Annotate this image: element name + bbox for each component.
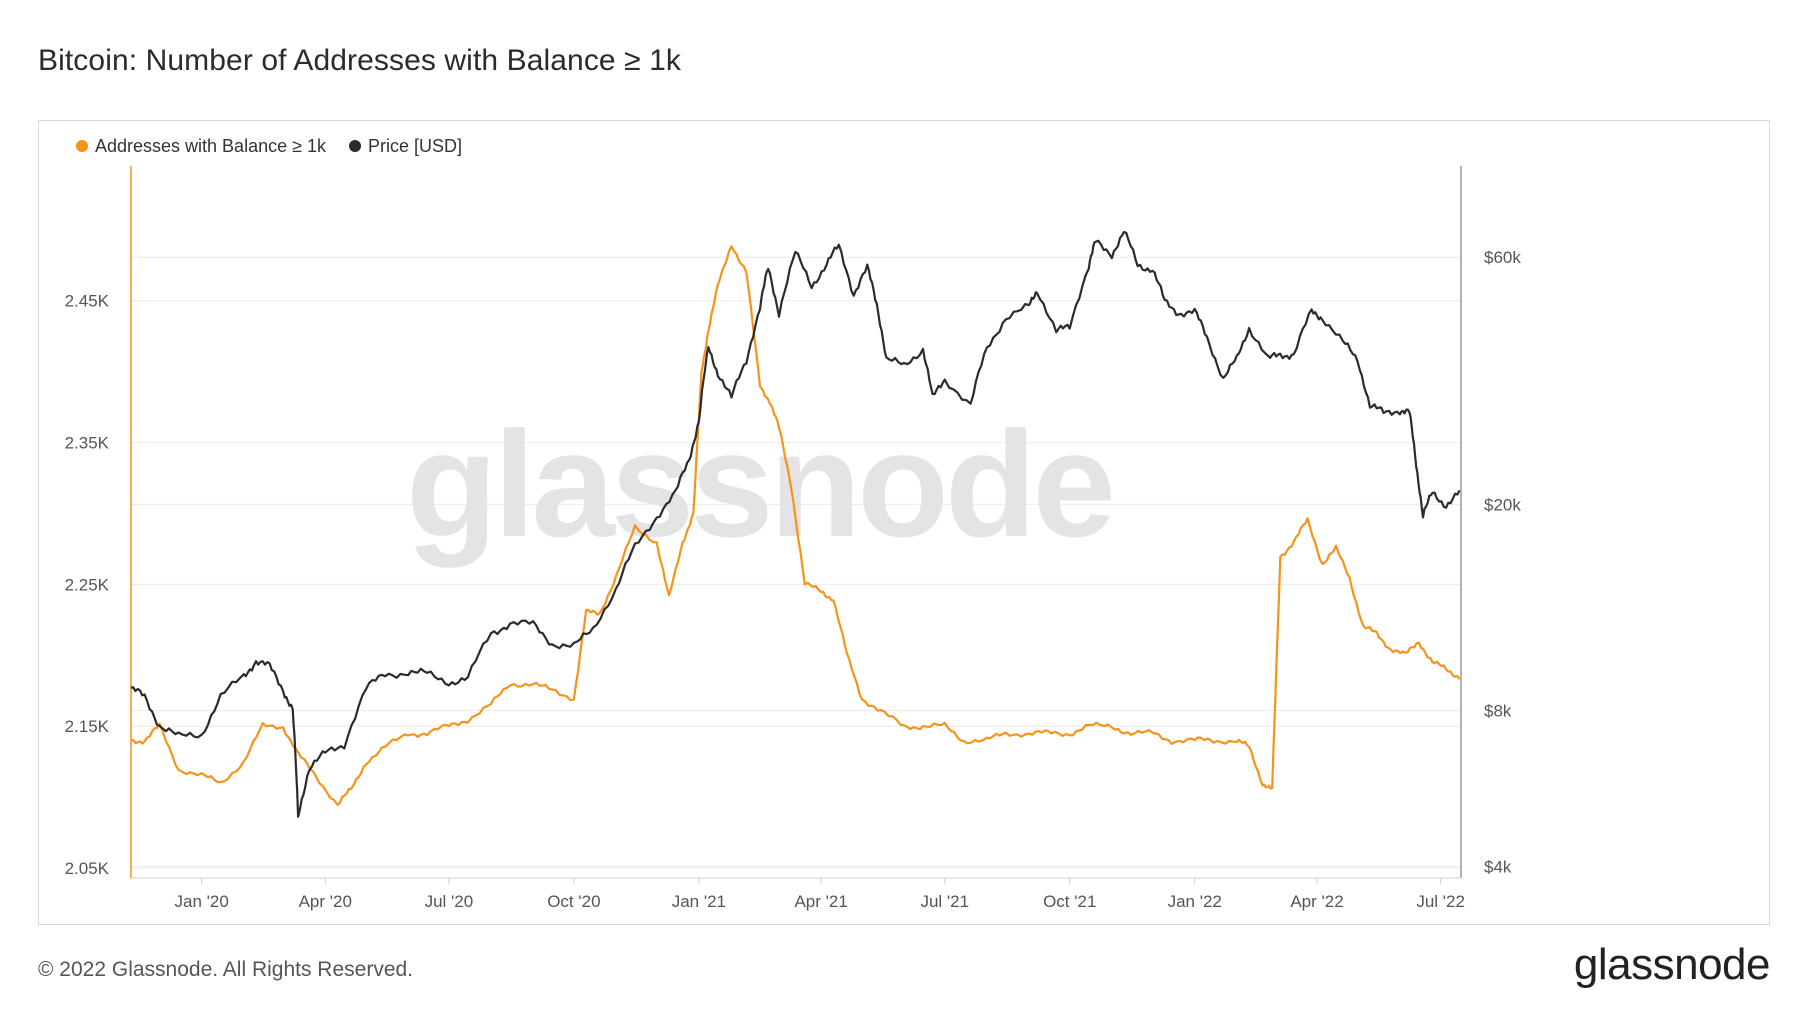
x-tick-label: Jul '20: [425, 892, 474, 911]
right-tick-label: $8k: [1484, 702, 1512, 721]
x-tick-label: Jan '22: [1168, 892, 1222, 911]
right-tick-label: $4k: [1484, 857, 1512, 876]
x-tick-label: Apr '21: [794, 892, 847, 911]
price-series-line: [130, 230, 1461, 818]
left-tick-label: 2.35K: [65, 434, 110, 453]
x-tick-label: Apr '20: [299, 892, 352, 911]
x-tick-label: Oct '20: [547, 892, 600, 911]
x-tick-label: Jan '20: [174, 892, 228, 911]
legend-marker-price: [349, 140, 361, 152]
axes: 2.05K 2.15K 2.25K 2.35K 2.45K $4k $8k $20k $60k J…: [65, 166, 1521, 911]
chart-title: Bitcoin: Number of Addresses with Balanc…: [38, 44, 682, 77]
left-tick-label: 2.05K: [65, 859, 110, 878]
left-tick-label: 2.45K: [65, 292, 110, 311]
legend-marker-addresses: [76, 140, 88, 152]
x-tick-label: Jul '22: [1416, 892, 1465, 911]
left-tick-label: 2.15K: [65, 717, 110, 736]
copyright-footer: © 2022 Glassnode. All Rights Reserved.: [38, 958, 414, 981]
gridlines: [131, 256, 1461, 869]
right-tick-label: $60k: [1484, 248, 1521, 267]
series-group: [130, 230, 1461, 818]
glassnode-logo: glassnode: [1573, 940, 1771, 989]
line-chart: glassnode 2.05K 2.15K 2.25K 2.35K 2.45K $4k $8…: [65, 136, 1522, 911]
left-tick-label: 2.25K: [65, 575, 110, 594]
watermark: glassnode: [406, 400, 1112, 568]
x-tick-label: Oct '21: [1043, 892, 1096, 911]
legend-label-price[interactable]: Price [USD]: [368, 136, 462, 156]
x-tick-label: Apr '22: [1290, 892, 1343, 911]
legend-label-addresses[interactable]: Addresses with Balance ≥ 1k: [95, 136, 327, 156]
x-tick-label: Jul '21: [920, 892, 969, 911]
right-tick-label: $20k: [1484, 495, 1521, 514]
chart-panel: glassnode 2.05K 2.15K 2.25K 2.35K 2.45K $4k $8…: [38, 120, 1770, 925]
x-tick-label: Jan '21: [672, 892, 726, 911]
legend: Addresses with Balance ≥ 1k Price [USD]: [76, 136, 462, 156]
addresses-series-line: [130, 245, 1461, 806]
